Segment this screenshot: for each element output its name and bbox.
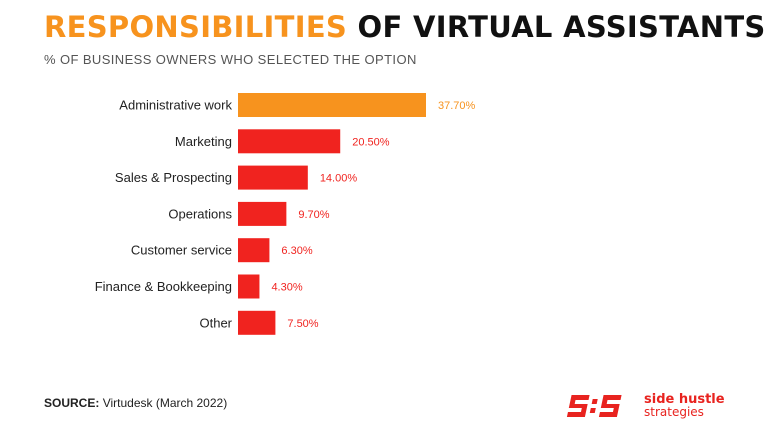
category-label: Operations (168, 206, 232, 221)
bar (238, 274, 260, 299)
data-label: 14.00% (320, 173, 358, 185)
brand-name-line1: side hustle (644, 392, 725, 407)
bar (238, 310, 276, 335)
title-highlight: RESPONSIBILITIES (44, 10, 348, 44)
chart-subtitle: % OF BUSINESS OWNERS WHO SELECTED THE OP… (44, 52, 417, 67)
source-label: SOURCE: (44, 396, 100, 410)
bar (238, 238, 270, 263)
category-label: Other (199, 315, 232, 330)
data-label: 37.70% (438, 100, 476, 112)
title-rest: OF VIRTUAL ASSISTANTS (357, 10, 766, 44)
data-label: 9.70% (298, 209, 329, 221)
category-label: Finance & Bookkeeping (95, 279, 232, 294)
bar (238, 201, 287, 226)
sidehustle-logo-icon (566, 395, 622, 417)
category-label: Customer service (131, 243, 232, 258)
chart-title: RESPONSIBILITIES OF VIRTUAL ASSISTANTS (44, 10, 766, 44)
data-label: 4.30% (271, 282, 302, 294)
bar-chart: Administrative work 37.70% Marketing 20.50%… (95, 93, 476, 335)
bar (238, 129, 341, 154)
data-label: 20.50% (352, 136, 390, 148)
brand-logo: side hustle strategies (566, 390, 725, 422)
category-label: Sales & Prospecting (115, 170, 232, 185)
data-label: 7.50% (287, 318, 318, 330)
category-label: Administrative work (119, 98, 232, 113)
bar (238, 93, 426, 117)
source-text: Virtudesk (March 2022) (102, 396, 228, 410)
brand-name-line2: strategies (644, 405, 704, 419)
category-label: Marketing (175, 134, 232, 149)
bar (238, 165, 308, 190)
data-label: 6.30% (281, 245, 312, 257)
source-note: SOURCE: Virtudesk (March 2022) (44, 396, 227, 410)
